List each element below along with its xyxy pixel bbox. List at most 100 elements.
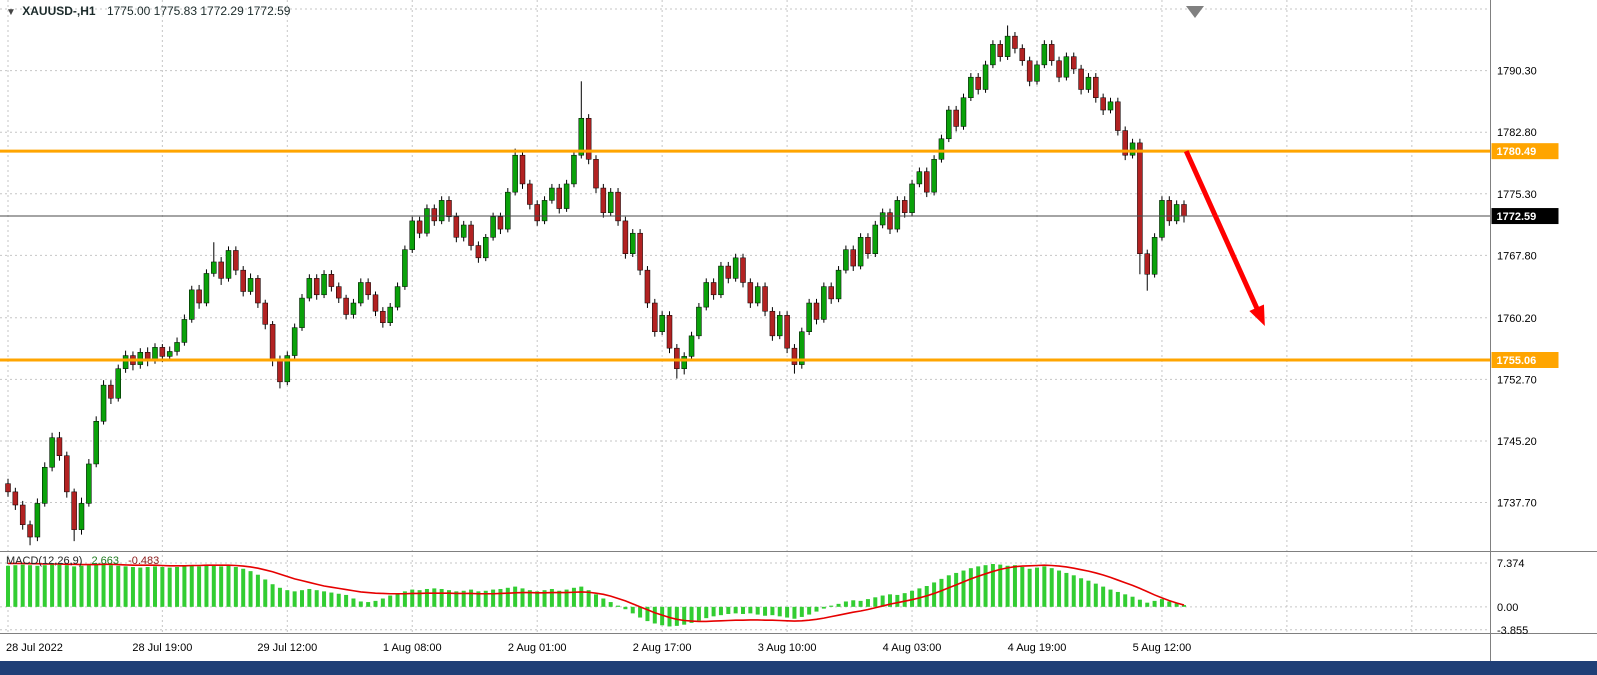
candle <box>747 278 754 308</box>
candle <box>1063 52 1070 81</box>
panel-separators <box>0 0 1597 661</box>
svg-text:2 Aug 17:00: 2 Aug 17:00 <box>633 642 692 654</box>
candle <box>1100 93 1106 115</box>
candle <box>799 327 805 369</box>
candle <box>387 303 393 327</box>
candle <box>754 282 761 307</box>
candle <box>1056 56 1062 83</box>
candle <box>358 278 364 307</box>
candle <box>688 331 695 360</box>
candle <box>806 298 812 336</box>
candle <box>541 196 548 225</box>
svg-text:3 Aug 10:00: 3 Aug 10:00 <box>758 642 817 654</box>
candle <box>857 233 864 270</box>
candle <box>1041 40 1048 69</box>
candle <box>1026 56 1033 87</box>
candle <box>247 273 254 295</box>
candle <box>380 307 386 328</box>
candle <box>968 73 974 102</box>
candle <box>34 498 41 542</box>
svg-text:1767.80: 1767.80 <box>1497 250 1537 262</box>
candle <box>321 270 327 299</box>
candle <box>600 183 607 218</box>
candle <box>343 294 349 320</box>
candle <box>549 183 555 204</box>
candle <box>894 196 901 233</box>
candle <box>585 114 592 165</box>
svg-text:1 Aug 08:00: 1 Aug 08:00 <box>383 642 442 654</box>
svg-text:1752.70: 1752.70 <box>1497 374 1537 386</box>
svg-text:4 Aug 19:00: 4 Aug 19:00 <box>1008 642 1067 654</box>
candle <box>431 204 438 226</box>
svg-text:1780.49: 1780.49 <box>1497 146 1537 158</box>
candle <box>1129 138 1136 159</box>
candle <box>306 274 313 302</box>
candle <box>1085 73 1092 93</box>
candle <box>108 380 114 405</box>
candle <box>960 93 967 130</box>
candle <box>571 151 577 188</box>
candle <box>56 431 63 461</box>
svg-text:0.00: 0.00 <box>1497 602 1518 614</box>
symbol-dropdown-arrow-icon[interactable]: ▼ <box>6 7 16 18</box>
time-axis[interactable]: 28 Jul 2022 28 Jul 19:00 29 Jul 12:00 1 Aug… <box>6 642 1191 654</box>
candle <box>1093 73 1099 103</box>
svg-text:28 Jul 19:00: 28 Jul 19:00 <box>132 642 192 654</box>
candle <box>453 212 460 243</box>
bottom-taskbar-strip <box>0 661 1597 675</box>
candle <box>137 348 144 369</box>
svg-text:5 Aug 12:00: 5 Aug 12:00 <box>1133 642 1192 654</box>
candle <box>460 220 467 242</box>
candle <box>233 246 239 276</box>
trend-arrow[interactable] <box>1183 150 1265 327</box>
candle <box>446 196 452 222</box>
candle <box>1048 40 1055 66</box>
candle <box>71 488 77 542</box>
svg-text:-3.855: -3.855 <box>1497 625 1528 637</box>
macd-main-value: 2.663 <box>91 555 120 567</box>
candle <box>681 352 687 375</box>
candle <box>843 245 849 274</box>
candle <box>828 282 834 304</box>
candle <box>901 196 908 218</box>
svg-text:1790.30: 1790.30 <box>1497 66 1537 78</box>
candle <box>19 500 26 530</box>
candle <box>1144 249 1150 291</box>
candle <box>86 459 92 507</box>
candle <box>5 478 11 497</box>
candle <box>666 311 673 354</box>
support-price-tag: 1755.06 <box>1491 351 1559 368</box>
candle <box>519 151 526 189</box>
candle <box>100 380 107 425</box>
symbol-timeframe-label: XAUUSD-,H1 <box>22 4 96 18</box>
candle <box>284 351 291 386</box>
candle <box>64 451 70 498</box>
candle <box>416 216 423 239</box>
candle <box>475 241 482 263</box>
candle <box>578 81 585 159</box>
candle <box>27 520 33 546</box>
horizontal-level-lines[interactable] <box>0 149 1490 362</box>
candle <box>438 196 445 225</box>
svg-text:1775.30: 1775.30 <box>1497 189 1537 201</box>
candle <box>189 285 195 323</box>
macd-signal-value: -0.483 <box>128 555 160 567</box>
candle <box>483 234 489 262</box>
price-axis[interactable]: 1790.30 1782.80 1775.30 1767.80 1760.20 1752.… <box>1497 66 1537 637</box>
svg-text:1737.70: 1737.70 <box>1497 498 1537 510</box>
candle <box>1107 97 1114 114</box>
candle <box>78 497 85 535</box>
candle <box>696 303 702 340</box>
svg-text:1782.80: 1782.80 <box>1497 127 1537 139</box>
candle <box>710 278 717 300</box>
candle <box>725 261 732 284</box>
candle <box>336 282 342 304</box>
candle <box>953 105 959 132</box>
candle <box>42 462 48 507</box>
candle <box>938 134 945 163</box>
svg-text:1745.20: 1745.20 <box>1497 436 1537 448</box>
macd-name: MACD(12,26,9) <box>6 555 83 567</box>
candle <box>659 311 665 336</box>
candle <box>527 179 533 210</box>
